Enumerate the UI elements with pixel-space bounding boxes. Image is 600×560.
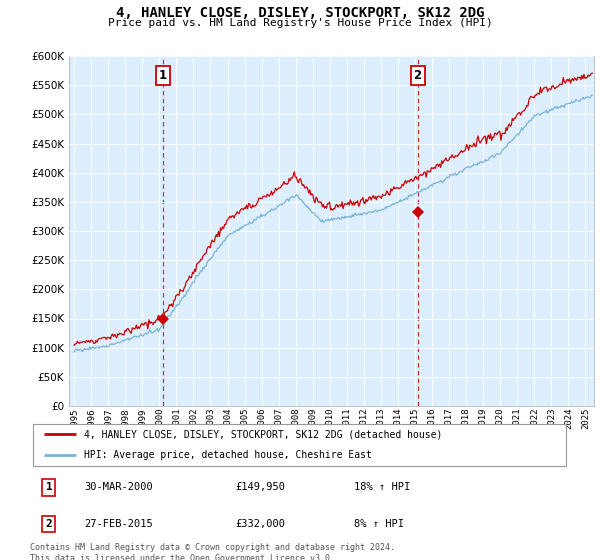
Text: 1: 1 <box>46 483 52 492</box>
Text: 8% ↑ HPI: 8% ↑ HPI <box>354 519 404 529</box>
Text: 2: 2 <box>46 519 52 529</box>
Text: 18% ↑ HPI: 18% ↑ HPI <box>354 483 410 492</box>
Text: 2: 2 <box>413 69 422 82</box>
Text: Price paid vs. HM Land Registry's House Price Index (HPI): Price paid vs. HM Land Registry's House … <box>107 18 493 29</box>
Text: 4, HANLEY CLOSE, DISLEY, STOCKPORT, SK12 2DG: 4, HANLEY CLOSE, DISLEY, STOCKPORT, SK12… <box>116 6 484 20</box>
Text: £149,950: £149,950 <box>235 483 285 492</box>
Text: £332,000: £332,000 <box>235 519 285 529</box>
Text: 30-MAR-2000: 30-MAR-2000 <box>84 483 153 492</box>
FancyBboxPatch shape <box>33 423 566 466</box>
Text: Contains HM Land Registry data © Crown copyright and database right 2024.
This d: Contains HM Land Registry data © Crown c… <box>30 543 395 560</box>
Text: 1: 1 <box>159 69 167 82</box>
Text: HPI: Average price, detached house, Cheshire East: HPI: Average price, detached house, Ches… <box>84 450 372 460</box>
Text: 27-FEB-2015: 27-FEB-2015 <box>84 519 153 529</box>
Text: 4, HANLEY CLOSE, DISLEY, STOCKPORT, SK12 2DG (detached house): 4, HANLEY CLOSE, DISLEY, STOCKPORT, SK12… <box>84 429 442 439</box>
